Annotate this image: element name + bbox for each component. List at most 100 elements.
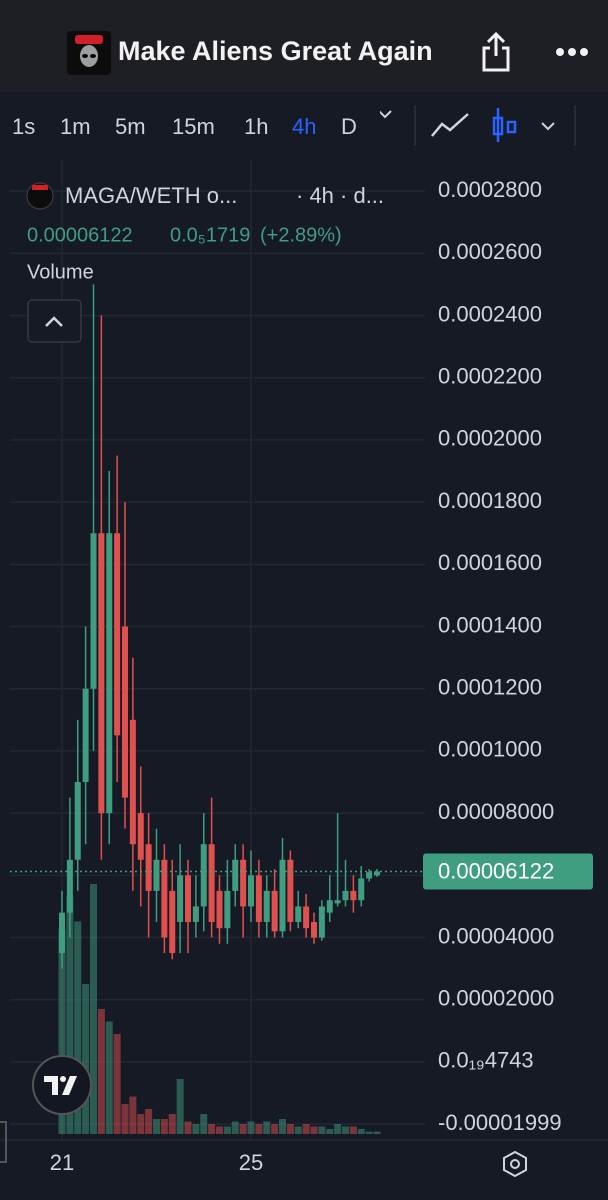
symbol: MAGA/WETH o...	[65, 183, 237, 208]
interval-button[interactable]: 1m	[60, 114, 91, 139]
volume-bar	[66, 896, 74, 1134]
volume-bar	[113, 1034, 121, 1134]
volume-bar	[286, 1124, 294, 1134]
candle-body	[287, 859, 294, 922]
candle-body	[326, 900, 333, 913]
candle-body	[303, 906, 310, 929]
volume-bar	[121, 1104, 129, 1134]
y-tick-label: 0.0002800	[438, 177, 542, 202]
token-icon	[67, 31, 111, 75]
volume-bar	[239, 1124, 247, 1134]
volume-bar	[302, 1124, 310, 1134]
collapse-button[interactable]	[27, 299, 82, 343]
volume-bar	[310, 1126, 318, 1134]
price-value: 0.00006122	[27, 224, 133, 246]
y-tick-label: 0.0001800	[438, 488, 542, 513]
candle-body	[137, 813, 144, 860]
candle-body	[295, 906, 302, 922]
tv-logo-dot	[60, 1076, 66, 1082]
volume-bar	[176, 1079, 184, 1134]
interval-bar: 1s 1m 5m 15m 1h 4h D	[0, 92, 608, 161]
interval-button[interactable]: 15m	[172, 114, 215, 139]
tv-logo-mark	[44, 1076, 77, 1095]
candle-body	[240, 859, 247, 907]
y-tick-label: 0.0001000	[438, 737, 542, 762]
settings-button[interactable]	[503, 1150, 527, 1178]
volume-bar	[192, 1124, 200, 1134]
interval-button[interactable]: 4h	[292, 114, 317, 139]
symbol-icon-hat	[32, 185, 48, 190]
candle-body	[161, 859, 168, 938]
volume-bar	[200, 1114, 208, 1134]
candle-body	[177, 875, 184, 922]
candle-body	[74, 782, 81, 860]
interval-button[interactable]: 1h	[244, 114, 269, 139]
candle-body	[145, 844, 152, 891]
chart-type-controls[interactable]	[380, 92, 580, 160]
volume-bar	[326, 1129, 334, 1134]
share-button[interactable]	[480, 32, 512, 72]
y-tick-label: 0.00008000	[438, 799, 554, 824]
interval-button[interactable]: 5m	[115, 114, 146, 139]
candle-body	[185, 875, 191, 922]
volume-bar	[279, 1119, 286, 1134]
candle-body	[358, 878, 365, 901]
candle-body	[248, 875, 254, 907]
volume-bar	[255, 1124, 263, 1134]
volume-bar	[318, 1126, 326, 1134]
last-price-box	[423, 853, 593, 890]
candle-body	[366, 872, 373, 879]
candle-body	[90, 533, 97, 689]
interval-button[interactable]: D	[341, 114, 357, 139]
top-bar: Make Aliens Great Again	[0, 0, 608, 92]
volume-bar	[263, 1121, 271, 1134]
candle-body	[66, 859, 73, 913]
chart: 0.0002800 0.0002600 0.0002400 0.0002200 0.00…	[0, 160, 608, 1200]
candle-body	[279, 859, 286, 932]
price-change: 0.0₅1719	[170, 224, 250, 246]
volume-bar	[74, 921, 82, 1134]
collapse-chevron	[45, 316, 63, 327]
scroll-handle	[0, 1121, 7, 1163]
volume-bar	[153, 1119, 160, 1134]
volume-bar	[231, 1121, 239, 1134]
more-button[interactable]	[556, 47, 588, 57]
volume-bar	[160, 1119, 168, 1134]
candle-body	[318, 906, 325, 938]
candle-body	[192, 906, 199, 922]
volume-bar	[357, 1129, 365, 1134]
volume-bar	[365, 1131, 373, 1134]
volume-bar	[294, 1126, 302, 1134]
candle-body	[224, 890, 231, 929]
last-price-label: 0.00006122	[438, 858, 554, 883]
y-tick-label: -0.00001999	[438, 1110, 562, 1135]
y-tick-label: 0.0001400	[438, 612, 542, 637]
candle-body	[200, 844, 207, 907]
candle-body	[374, 871, 380, 876]
y-tick-label: 0.00002000	[438, 986, 554, 1011]
candle-body	[208, 844, 215, 922]
candle-body	[342, 890, 349, 901]
price-change-pct: (+2.89%)	[260, 224, 342, 246]
volume-bar	[247, 1121, 255, 1134]
x-tick-label: 21	[50, 1150, 74, 1175]
volume-bar	[342, 1126, 349, 1134]
candle-body	[153, 859, 160, 891]
y-tick-label: 0.0₁₉4743	[438, 1048, 534, 1073]
candle-body	[232, 859, 239, 891]
volume-bar	[168, 1114, 176, 1134]
candle-body	[271, 890, 278, 932]
y-tick-label: 0.0001600	[438, 550, 542, 575]
interval-button[interactable]: 1s	[12, 114, 36, 139]
candle-body	[82, 688, 89, 783]
volume-label: Volume	[27, 261, 94, 283]
y-tick-label: 0.0002400	[438, 301, 542, 326]
volume-bar	[97, 1009, 105, 1134]
settings-icon	[503, 1150, 527, 1178]
candle-body	[129, 719, 136, 845]
candle-body	[122, 626, 128, 798]
candle-body	[169, 890, 176, 954]
candle-body	[106, 533, 113, 814]
candle-body	[98, 533, 105, 814]
